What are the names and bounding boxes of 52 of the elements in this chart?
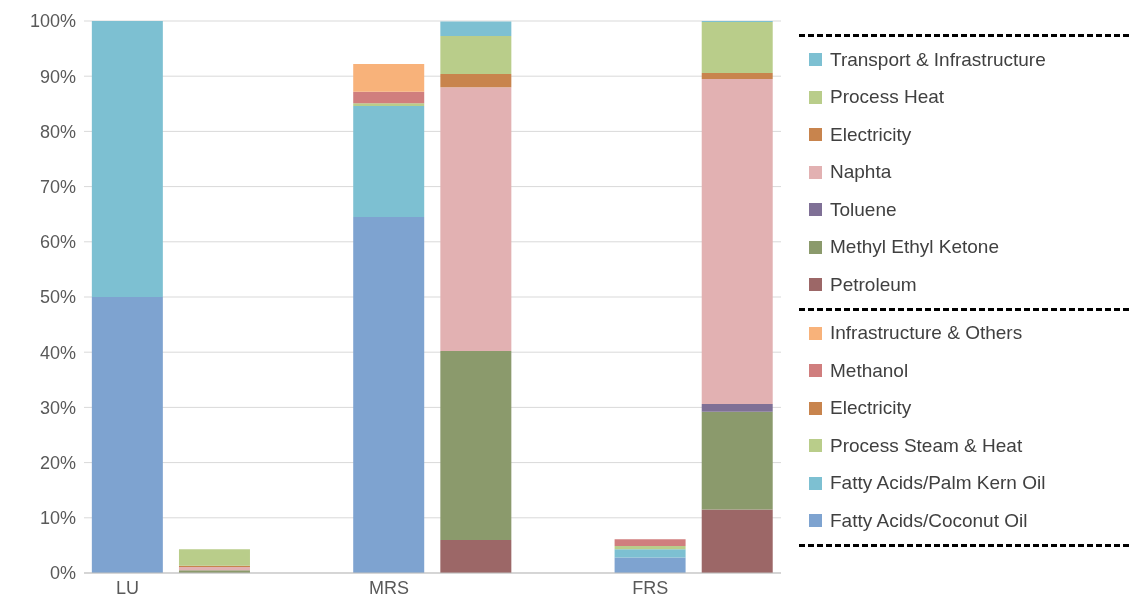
y-tick-label: 0% (49, 563, 76, 584)
bar (701, 78, 773, 405)
bar (614, 539, 686, 546)
legend-label: Process Steam & Heat (830, 434, 1023, 457)
y-tick-label: 10% (39, 508, 76, 529)
legend-label: Process Heat (830, 86, 945, 109)
bar (353, 64, 425, 92)
y-tick-label: 50% (39, 287, 76, 308)
y-tick-label: 40% (39, 342, 76, 363)
bar (91, 21, 163, 297)
bar (440, 87, 512, 352)
legend-label: Electricity (830, 397, 912, 420)
bar (440, 35, 512, 74)
bar (353, 103, 425, 107)
x-tick-label: MRS (368, 577, 409, 598)
bar (440, 21, 512, 36)
y-tick-label: 20% (39, 452, 76, 473)
y-tick-label: 60% (39, 232, 76, 253)
x-tick-label: FRS (632, 577, 669, 598)
legend-label: Naphta (830, 161, 892, 184)
y-tick-label: 80% (39, 121, 76, 142)
bar (614, 549, 686, 558)
bar (353, 106, 425, 217)
bar (701, 411, 773, 510)
bar (353, 91, 425, 104)
legend-label: Transport & Infrastructure (830, 48, 1046, 71)
legend-label: Methanol (830, 359, 909, 382)
legend-label: Electricity (830, 123, 912, 146)
bar (614, 557, 686, 573)
bar (353, 216, 425, 573)
bar (178, 549, 250, 566)
y-tick-label: 30% (39, 397, 76, 418)
bar (440, 351, 512, 540)
bar (178, 566, 250, 571)
bar (440, 539, 512, 573)
legend-label: Toluene (830, 198, 897, 221)
bar (701, 22, 773, 73)
y-tick-label: 100% (29, 11, 76, 32)
bar (701, 72, 773, 79)
legend-label: Fatty Acids/Palm Kern Oil (830, 472, 1046, 495)
bar (614, 545, 686, 550)
bar (701, 509, 773, 573)
legend-label: Fatty Acids/Coconut Oil (830, 509, 1028, 532)
x-tick-label: LU (116, 577, 140, 598)
y-tick-label: 70% (39, 176, 76, 197)
legend-label: Petroleum (830, 273, 917, 296)
y-tick-label: 90% (39, 66, 76, 87)
bar (440, 73, 512, 88)
legend-label: Infrastructure & Others (830, 322, 1023, 345)
bar (91, 297, 163, 573)
legend-label: Methyl Ethyl Ketone (830, 236, 999, 259)
bar (701, 404, 773, 412)
